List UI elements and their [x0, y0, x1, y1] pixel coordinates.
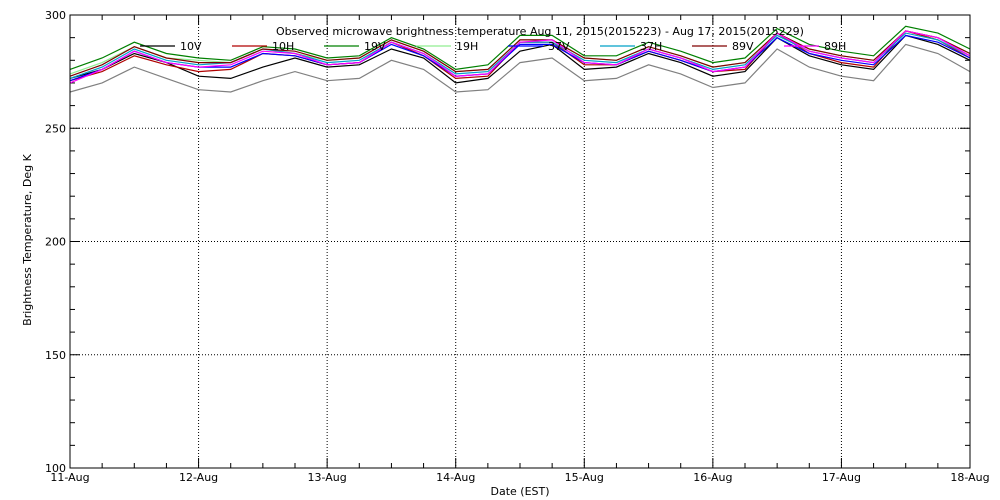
x-tick-label: 13-Aug: [308, 471, 347, 484]
y-axis-label: Brightness Temperature, Deg K: [21, 153, 34, 325]
y-tick-labels: 100 150 200 250 300: [45, 9, 66, 475]
legend-label-10h: 10H: [272, 40, 294, 53]
x-tick-label: 17-Aug: [822, 471, 861, 484]
y-tick-label: 100: [45, 462, 66, 475]
series-line-10v: [69, 34, 971, 84]
legend-label-37v: 37V: [548, 40, 570, 53]
grid-lines: [70, 15, 970, 468]
legend-label-19h: 19H: [456, 40, 478, 53]
series-line-unlabeled: [69, 43, 971, 93]
x-tick-label: 12-Aug: [179, 471, 218, 484]
y-tick-label: 250: [45, 122, 66, 135]
series-line-89v: [69, 30, 971, 77]
x-tick-label: 18-Aug: [950, 471, 989, 484]
series-line-37v: [69, 34, 971, 82]
series-lines: [69, 25, 971, 93]
x-tick-label: 15-Aug: [565, 471, 604, 484]
x-tick-label: 16-Aug: [693, 471, 732, 484]
chart-title: Observed microwave brightness temperatur…: [276, 25, 804, 38]
series-line-19v: [69, 25, 971, 71]
plot-frame: [69, 14, 971, 469]
legend-label-89v: 89V: [732, 40, 754, 53]
legend-label-89h: 89H: [824, 40, 846, 53]
legend-label-19v: 19V: [364, 40, 386, 53]
y-tick-label: 150: [45, 349, 66, 362]
x-axis-label: Date (EST): [490, 485, 549, 498]
legend: 10V 10H 19V 19H 37V 37H 89V 89H: [140, 40, 846, 53]
x-tick-label: 11-Aug: [50, 471, 89, 484]
x-tick-labels: 11-Aug 12-Aug 13-Aug 14-Aug 15-Aug 16-Aug 17-A…: [50, 471, 989, 484]
y-tick-label: 300: [45, 9, 66, 22]
y-tick-label: 200: [45, 236, 66, 249]
legend-label-37h: 37H: [640, 40, 662, 53]
series-line-89h: [69, 30, 971, 84]
legend-label-10v: 10V: [180, 40, 202, 53]
x-tick-label: 14-Aug: [436, 471, 475, 484]
